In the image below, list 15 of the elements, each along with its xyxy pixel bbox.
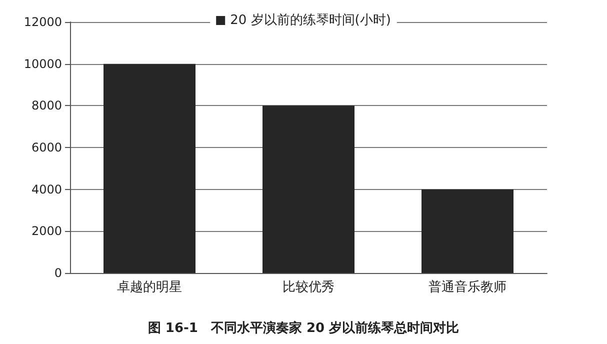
legend-label: 20 岁以前的练琴时间(小时) <box>230 13 391 28</box>
y-tick-label: 4000 <box>31 182 62 196</box>
y-tick-label: 2000 <box>31 224 62 238</box>
x-tick-label: 卓越的明星 <box>117 280 182 295</box>
y-tick-label: 12000 <box>24 15 62 29</box>
x-tick-label: 比较优秀 <box>282 280 334 295</box>
x-tick-label: 普通音乐教师 <box>428 279 506 295</box>
bar <box>104 64 196 273</box>
y-tick-label: 6000 <box>31 140 62 154</box>
y-tick-label: 0 <box>54 266 62 280</box>
text: 图 16-1 不同水平演奏家 20 岁以前练琴总时间对比 <box>148 320 460 336</box>
bar <box>422 189 514 273</box>
y-tick-label: 8000 <box>31 98 62 113</box>
bar <box>262 106 354 273</box>
y-tick-label: 10000 <box>24 56 62 71</box>
